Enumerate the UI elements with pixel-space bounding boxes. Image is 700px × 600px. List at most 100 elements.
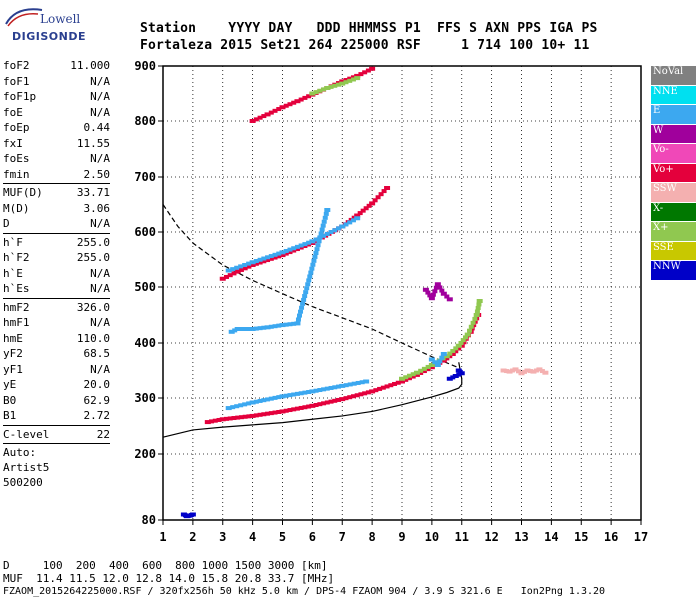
echo-point	[253, 117, 259, 122]
echo-point	[298, 309, 304, 314]
echo-point	[294, 321, 301, 326]
x-tick-label: 17	[634, 530, 648, 544]
legend-item-vo-: Vo+	[651, 163, 696, 182]
echo-point	[283, 393, 289, 398]
echo-point	[350, 75, 356, 80]
echo-point	[369, 201, 376, 206]
echo-point	[355, 380, 361, 385]
echo-point	[440, 291, 447, 296]
logo-line2: DIGISONDE	[12, 30, 86, 43]
footer-distance-row: D 100 200 400 600 800 1000 1500 3000 [km…	[3, 559, 328, 572]
echo-point	[238, 327, 244, 331]
echo-point	[287, 408, 293, 413]
echo-point	[467, 328, 473, 333]
echo-point	[410, 374, 416, 379]
param-key: M(D)	[3, 201, 30, 215]
param-value: N/A	[90, 362, 110, 376]
param-value: 255.0	[76, 235, 110, 249]
polarization-legend: NoVal NNE E W Vo- Vo+ SSW X- X+ SSE NNW	[651, 66, 696, 281]
logo-line1: Lowell	[40, 12, 81, 26]
param-key: yF1	[3, 362, 23, 376]
echo-point	[328, 399, 334, 404]
param-group-muf: MUF(D) 33.71 M(D) 3.06 D N/A	[3, 185, 110, 232]
echo-point	[427, 293, 433, 298]
echo-point	[313, 90, 319, 95]
trace-nne-1st-hop	[225, 379, 370, 411]
echo-point	[242, 402, 248, 407]
echo-point	[209, 419, 215, 424]
echo-point	[298, 391, 304, 396]
plot-frame	[162, 65, 642, 521]
x-tick-label: 10	[425, 530, 439, 544]
echo-point	[418, 368, 424, 373]
echo-point	[309, 91, 316, 96]
trace-nne-2nd-hop	[225, 216, 361, 273]
echo-point	[313, 251, 319, 256]
echo-point	[287, 247, 293, 252]
echo-point	[360, 208, 366, 213]
echo-point	[339, 224, 346, 229]
y-tick-label: 400	[134, 336, 156, 350]
echo-point	[455, 343, 462, 348]
param-key: foF1	[3, 74, 30, 88]
echo-point	[472, 316, 478, 321]
echo-point	[380, 385, 386, 390]
echo-point	[246, 401, 252, 406]
param-key: foF1p	[3, 90, 37, 103]
echo-point	[309, 266, 315, 271]
echo-point	[315, 243, 321, 248]
echo-point	[310, 262, 316, 267]
echo-point	[283, 408, 289, 413]
legend-item-sse: SSE	[651, 241, 696, 260]
echo-point	[249, 400, 256, 405]
param-value: 2.50	[83, 167, 111, 181]
echo-point	[268, 256, 274, 261]
echo-point	[366, 203, 372, 208]
echo-point	[268, 396, 274, 401]
echo-point	[336, 397, 342, 402]
echo-point	[301, 297, 307, 302]
echo-point	[320, 223, 326, 228]
echo-point	[246, 327, 252, 331]
divider	[3, 232, 110, 234]
echo-point	[261, 114, 267, 119]
param-key: h`Es	[3, 282, 30, 295]
x-tick-label: 7	[339, 530, 346, 544]
echo-point	[225, 268, 232, 273]
echo-point	[230, 267, 236, 272]
echo-point	[294, 244, 300, 249]
echo-point	[321, 401, 327, 406]
echo-point	[324, 208, 331, 212]
echo-point	[354, 73, 361, 78]
echo-point	[296, 313, 302, 318]
legend-item-noval: NoVal	[651, 66, 696, 85]
y-axis-ticks: 80 200 300 400 500 600 700 800 900	[134, 59, 163, 527]
echo-point	[287, 102, 293, 107]
echo-point	[322, 215, 328, 220]
echo-point	[530, 369, 537, 374]
echo-point	[257, 257, 263, 262]
echo-point	[257, 412, 263, 417]
echo-point	[306, 278, 312, 283]
echo-point	[304, 286, 310, 291]
x-tick-label: 3	[219, 530, 226, 544]
echo-point	[336, 82, 342, 87]
echo-point	[305, 282, 311, 287]
param-value: 22	[96, 427, 110, 441]
echo-point	[351, 381, 357, 386]
echo-point	[384, 186, 391, 190]
param-row: M(D) 3.06	[3, 201, 110, 217]
echo-point	[242, 266, 248, 271]
echo-point	[238, 415, 244, 420]
ionogram-chart: 1 2 3 4 5 6 7 8 9 10 11 12 13 14 15 16 17 80200300400500…	[134, 59, 648, 544]
echo-point	[425, 290, 431, 295]
echo-point	[253, 259, 259, 264]
echo-point	[306, 94, 312, 99]
header-values: Fortaleza 2015 Set21 264 225000 RSF 1 71…	[140, 38, 590, 53]
echo-point	[265, 258, 271, 263]
param-value: N/A	[90, 90, 110, 103]
echo-point	[317, 235, 323, 240]
echo-point	[299, 305, 305, 310]
echo-point	[283, 103, 289, 108]
param-value: N/A	[90, 282, 110, 295]
